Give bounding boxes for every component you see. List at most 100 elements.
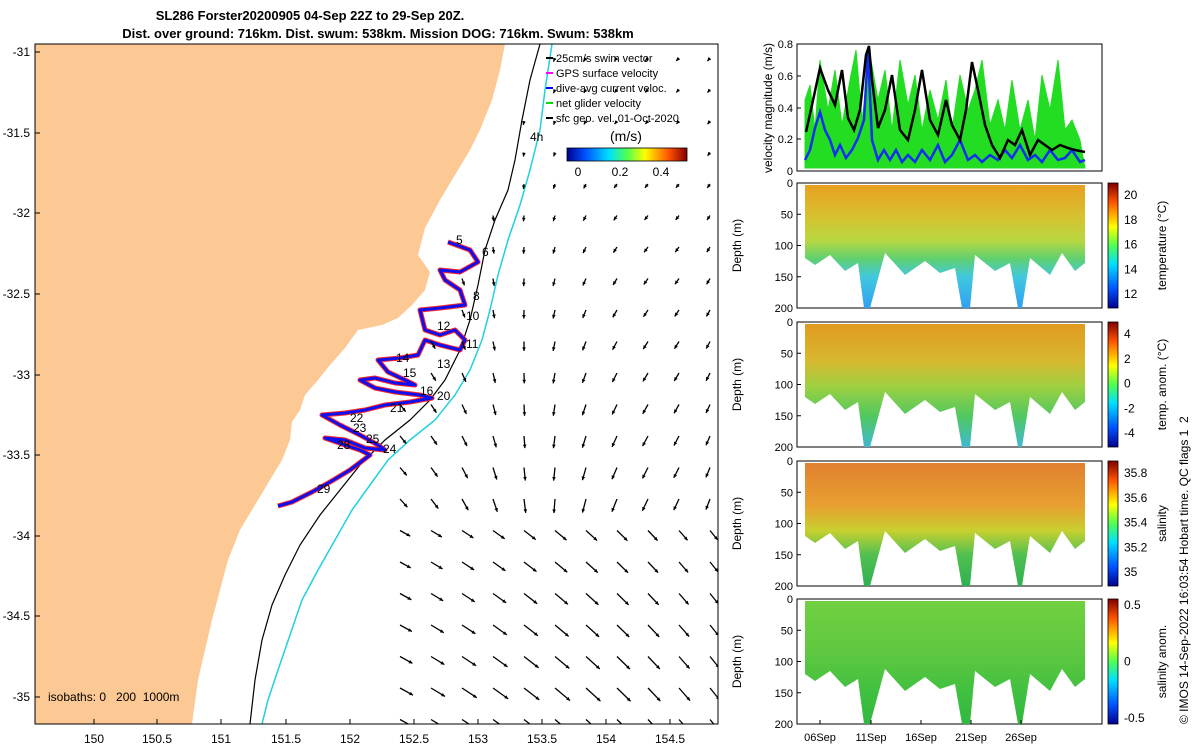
colorbar-tick-label: -4 bbox=[1124, 426, 1135, 440]
time-tick-label: 21Sep bbox=[955, 732, 987, 744]
depth-panels: Depth (m)0501001502001214161820temperatu… bbox=[730, 178, 1169, 731]
depth-tick-label: 50 bbox=[781, 625, 793, 637]
lon-tick-label: 153.5 bbox=[527, 732, 557, 746]
lon-tick-label: 154 bbox=[596, 732, 616, 746]
depth-ylabel: Depth (m) bbox=[730, 497, 744, 550]
latitude-ticks: -31-31.5-32-32.5-33-33.5-34-34.5-35 bbox=[3, 45, 40, 704]
day-label: 15 bbox=[403, 366, 417, 380]
colorbar-tick-label: 35.4 bbox=[1124, 516, 1148, 530]
vel-tick-label: 0.6 bbox=[778, 71, 793, 83]
depth-tick-label: 0 bbox=[787, 456, 793, 468]
depth-tick-label: 50 bbox=[781, 209, 793, 221]
geo-arrow-head bbox=[505, 727, 509, 731]
lat-tick-label: -35 bbox=[13, 690, 31, 704]
time-tick-label: 26Sep bbox=[1005, 732, 1037, 744]
lon-tick-label: 153 bbox=[468, 732, 488, 746]
isobaths-label: isobaths: 0 200 1000m bbox=[48, 690, 179, 704]
legend-entry: net glider velocity bbox=[556, 98, 641, 110]
colorbar-title: (m/s) bbox=[610, 128, 642, 144]
day-label: 28 bbox=[337, 438, 351, 452]
lon-tick-label: 152 bbox=[340, 732, 360, 746]
vel-tick-label: 0.4 bbox=[778, 103, 793, 115]
map-plot: 5 6 8 10 11 12 13 14 15 16 20 21 22 23 2… bbox=[35, 44, 720, 733]
depth-panel-temperature: Depth (m)0501001502001214161820temperatu… bbox=[730, 178, 1169, 315]
velocity-ylabel: velocity magnitude (m/s) bbox=[761, 43, 775, 173]
depth-colorbar bbox=[1108, 322, 1118, 447]
day-label: 11 bbox=[466, 337, 479, 351]
day-label: 12 bbox=[437, 319, 451, 333]
colorbar-tick-label: 20 bbox=[1124, 188, 1138, 202]
depth-tick-label: 100 bbox=[775, 241, 793, 253]
vel-tick-label: 0.8 bbox=[778, 39, 793, 51]
day-label: 10 bbox=[466, 309, 480, 323]
day-label: 13 bbox=[437, 357, 451, 371]
time-tick-label: 06Sep bbox=[804, 732, 836, 744]
colorbar-tick-label: 0 bbox=[1124, 655, 1131, 669]
velocity-panel: velocity magnitude (m/s) 00.20.40.60.8 bbox=[761, 39, 1102, 178]
colorbar-tick-label: 35 bbox=[1124, 565, 1138, 579]
depth-tick-label: 200 bbox=[775, 719, 793, 731]
day-label: 21 bbox=[390, 401, 404, 415]
day-label: 24 bbox=[383, 442, 397, 456]
depth-tick-label: 150 bbox=[775, 550, 793, 562]
legend-entry: 25cm/s swim vector bbox=[556, 53, 653, 65]
lat-tick-label: -34.5 bbox=[3, 609, 31, 623]
depth-colorbar bbox=[1108, 599, 1118, 724]
depth-tick-label: 0 bbox=[787, 317, 793, 329]
depth-tick-label: 100 bbox=[775, 519, 793, 531]
depth-ylabel: Depth (m) bbox=[730, 219, 744, 272]
lat-tick-label: -33.5 bbox=[3, 448, 31, 462]
colorbar-tick-label: 0.5 bbox=[1124, 598, 1141, 612]
depth-ylabel: Depth (m) bbox=[730, 358, 744, 411]
depth-colorbar bbox=[1108, 461, 1118, 586]
geo-arrow-head bbox=[473, 726, 477, 729]
depth-colorbar bbox=[1108, 183, 1118, 308]
colorbar-tick-label: 0 bbox=[1124, 377, 1131, 391]
depth-tick-label: 200 bbox=[775, 442, 793, 454]
day-label: 29 bbox=[317, 482, 331, 496]
colorbar-tick-label: 14 bbox=[1124, 262, 1138, 276]
colorbar-tick-label: 12 bbox=[1124, 287, 1138, 301]
lat-tick-label: -33 bbox=[13, 368, 31, 382]
day-label: 8 bbox=[473, 289, 480, 303]
lat-tick-label: -32.5 bbox=[3, 287, 31, 301]
colorbar-tick-label: 4 bbox=[1124, 327, 1131, 341]
geo-arrow-head bbox=[441, 725, 445, 728]
day-label: 5 bbox=[456, 233, 463, 247]
colorbar-tick: 0.2 bbox=[612, 165, 629, 179]
colorbar-tick-label: 2 bbox=[1124, 352, 1131, 366]
day-label: 14 bbox=[396, 351, 410, 365]
depth-tick-label: 200 bbox=[775, 303, 793, 315]
time-tick-label: 11Sep bbox=[856, 732, 887, 744]
colorbar-tick: 0.4 bbox=[653, 165, 670, 179]
colorbar-tick-label: -2 bbox=[1124, 401, 1135, 415]
day-label: 25 bbox=[366, 432, 380, 446]
day-label: 6 bbox=[482, 245, 489, 259]
colorbar-label: temperature (°C) bbox=[1155, 201, 1169, 291]
lat-tick-label: -34 bbox=[13, 529, 31, 543]
lon-tick-label: 150 bbox=[84, 732, 104, 746]
map-title-line1: SL286 Forster20200905 04-Sep 22Z to 29-S… bbox=[156, 8, 465, 23]
depth-tick-label: 0 bbox=[787, 594, 793, 606]
depth-tick-label: 200 bbox=[775, 581, 793, 593]
colorbar-tick-label: 35.8 bbox=[1124, 466, 1148, 480]
colorbar-label: salinity bbox=[1155, 505, 1169, 542]
depth-tick-label: 100 bbox=[775, 380, 793, 392]
depth-tick-label: 150 bbox=[775, 411, 793, 423]
geo-arrow-head bbox=[627, 729, 631, 733]
depth-tick-label: 100 bbox=[775, 657, 793, 669]
depth-ylabel: Depth (m) bbox=[730, 635, 744, 688]
geo-arrow-head bbox=[716, 728, 720, 732]
isobath-4h-label: 4h bbox=[530, 130, 543, 144]
depth-tick-label: 150 bbox=[775, 272, 793, 284]
depth-tick-label: 0 bbox=[787, 178, 793, 190]
lat-tick-label: -31 bbox=[13, 45, 31, 59]
footer-credit: © IMOS 14-Sep-2022 16:03:54 Hobart time.… bbox=[1177, 416, 1191, 724]
depth-tick-label: 150 bbox=[775, 688, 793, 700]
colorbar-tick-label: 35.6 bbox=[1124, 491, 1148, 505]
lon-tick-label: 150.5 bbox=[142, 732, 172, 746]
lon-tick-label: 152.5 bbox=[399, 732, 429, 746]
